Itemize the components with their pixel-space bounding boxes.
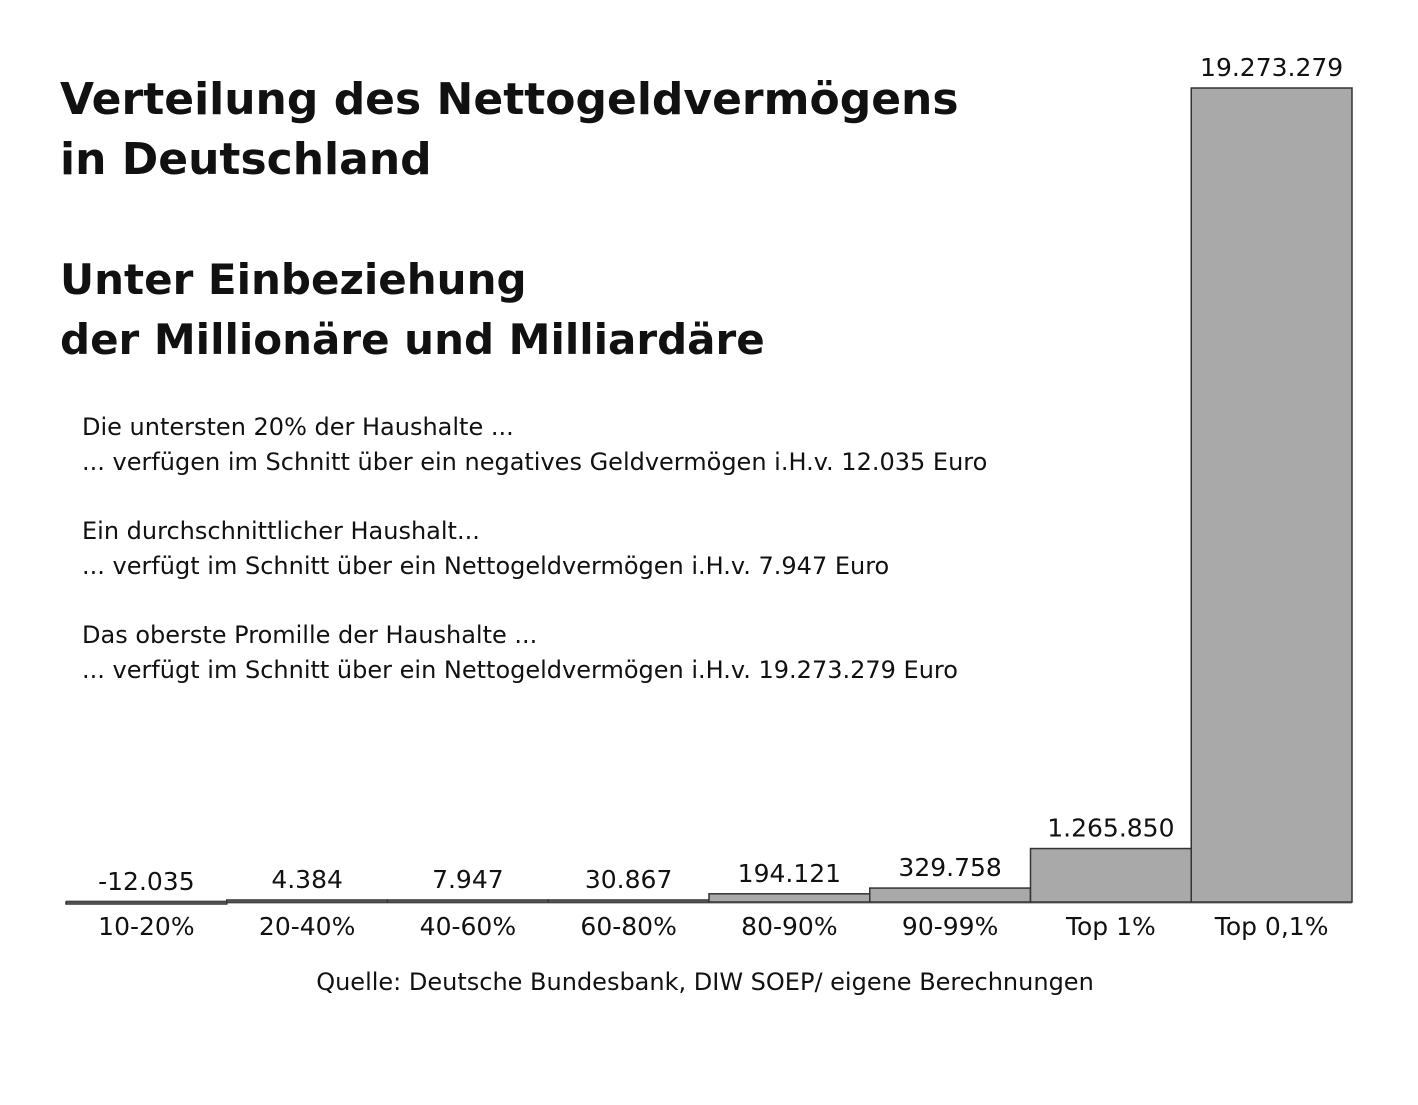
note-top-promille-line-2: ... verfügt im Schnitt über ein Nettogel… [82, 656, 958, 684]
bar-6 [1029, 847, 1192, 903]
chart-subtitle-line-1: Unter Einbeziehung [60, 255, 527, 304]
note-average-household-line-2: ... verfügt im Schnitt über ein Nettogel… [82, 552, 890, 580]
bar-4 [708, 893, 871, 903]
note-average-household: Ein durchschnittlicher Haushalt... ... v… [82, 514, 987, 584]
note-bottom-20-line-1: Die untersten 20% der Haushalte ... [82, 413, 514, 441]
bar-2 [386, 899, 549, 903]
chart-subtitle: Unter Einbeziehung der Millionäre und Mi… [60, 250, 765, 370]
bar-3 [547, 899, 710, 903]
bar-value-label-0: -12.035 [98, 867, 195, 896]
bar-value-label-6: 1.265.850 [1047, 814, 1174, 843]
bar-7 [1190, 87, 1353, 903]
category-label-7: Top 0,1% [1214, 912, 1329, 941]
note-top-promille: Das oberste Promille der Haushalte ... .… [82, 618, 987, 688]
note-average-household-line-1: Ein durchschnittlicher Haushalt... [82, 517, 480, 545]
source-note: Quelle: Deutsche Bundesbank, DIW SOEP/ e… [316, 968, 1094, 996]
note-top-promille-line-1: Das oberste Promille der Haushalte ... [82, 621, 538, 649]
bar-1 [226, 899, 389, 903]
category-label-2: 40-60% [420, 912, 516, 941]
chart-title: Verteilung des Nettogeldvermögens in Deu… [60, 70, 959, 190]
category-label-5: 90-99% [902, 912, 998, 941]
bar-5 [869, 887, 1032, 903]
category-label-1: 20-40% [259, 912, 355, 941]
chart-title-line-2: in Deutschland [60, 134, 432, 185]
category-label-6: Top 1% [1065, 912, 1156, 941]
bar-0 [65, 901, 228, 905]
bar-value-label-1: 4.384 [271, 865, 343, 894]
chart-title-line-1: Verteilung des Nettogeldvermögens [60, 74, 959, 125]
note-bottom-20: Die untersten 20% der Haushalte ... ... … [82, 410, 987, 480]
category-label-4: 80-90% [741, 912, 837, 941]
annotation-notes: Die untersten 20% der Haushalte ... ... … [82, 410, 987, 722]
bar-value-label-5: 329.758 [898, 853, 1001, 882]
category-label-0: 10-20% [98, 912, 194, 941]
bar-value-label-4: 194.121 [738, 859, 841, 888]
category-label-3: 60-80% [580, 912, 676, 941]
bar-value-label-7: 19.273.279 [1200, 53, 1343, 82]
note-bottom-20-line-2: ... verfügen im Schnitt über ein negativ… [82, 448, 988, 476]
bar-value-label-2: 7.947 [432, 865, 504, 894]
bar-value-label-3: 30.867 [585, 865, 672, 894]
chart-subtitle-line-2: der Millionäre und Milliardäre [60, 315, 765, 364]
